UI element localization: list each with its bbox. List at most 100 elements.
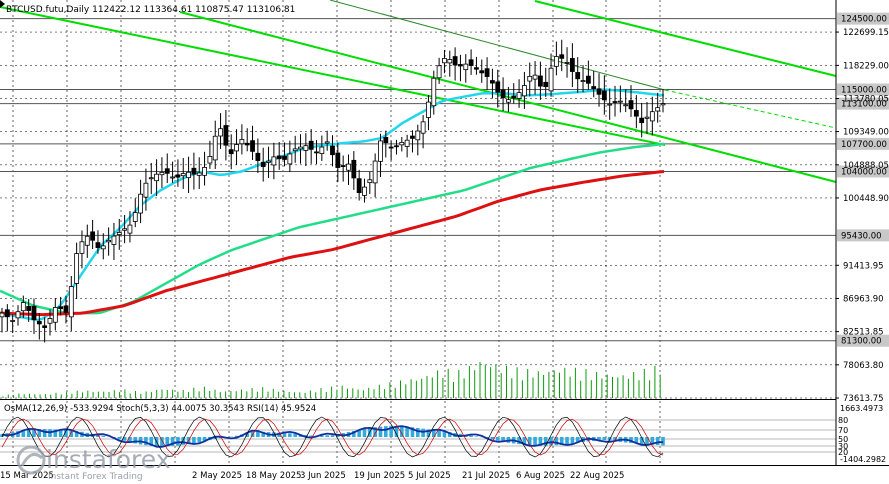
candle-body-73 [388,146,394,149]
candle-body-88 [468,59,474,66]
candle-body-9 [47,318,53,324]
candle-body-65 [346,163,351,171]
level-tag-5: 95430.00 [841,231,882,241]
candle-body-4 [20,302,26,312]
price-label-2: 113780.05 [843,95,889,105]
candle-body-79 [420,121,426,134]
candle-body-48 [255,152,261,161]
sub-label-3: 50 [838,435,848,444]
indicator-title: OsMA(12,26,9) -533.9294 Stoch(5,3,3) 44.… [4,404,316,414]
candle-body-70 [372,160,378,184]
candle-body-6 [31,305,37,321]
candle-body-95 [506,99,511,103]
candle-body-109 [580,80,586,82]
date-label-3: 3 Jun 2025 [300,471,346,481]
date-label-4: 19 Jun 2025 [354,471,405,481]
candle-body-84 [447,59,453,64]
level-tag-bg-2 [837,97,889,110]
candle-body-51 [271,156,277,166]
price-label-7: 86963.90 [843,294,884,304]
level-tag-bg-5 [837,229,889,242]
candle-body-41 [218,128,223,137]
candle-body-55 [292,148,298,152]
candle-body-12 [63,305,69,313]
candle-body-111 [591,86,597,90]
candle-body-110 [585,75,591,84]
level-tag-0: 124500.00 [841,15,887,25]
candle-body-108 [575,72,581,80]
candle-body-112 [596,88,602,95]
ma-slow-line [0,170,665,317]
brand-name: instaforex [46,445,171,474]
sub-label-4: 30 [838,442,848,451]
candle-body-82 [436,65,442,79]
candle-body-59 [314,151,319,154]
candle-body-10 [52,307,58,323]
candle-body-101 [537,75,543,87]
candle-body-98 [522,85,527,97]
candle-body-113 [601,90,607,101]
level-tag-bg-1 [837,83,889,96]
candle-body-107 [569,58,575,72]
candle-body-97 [516,92,522,99]
candle-body-0 [0,312,5,318]
candle-body-76 [404,139,410,147]
candle-body-96 [511,95,517,99]
candle-body-11 [58,306,64,310]
instaforex-logo-icon [16,445,46,475]
candle-body-3 [15,311,21,319]
candle-body-23 [122,228,128,231]
candle-body-77 [410,135,415,139]
level-tag-bg-3 [837,137,889,150]
sub-label-6: -1404.2982 [840,455,886,464]
price-label-8: 82513.85 [843,328,884,338]
candle-body-117 [623,104,629,107]
stoch-main-line [1,416,664,458]
channel-mid-line [329,0,666,91]
candle-body-37 [196,172,202,176]
price-label-5: 100448.90 [843,194,889,204]
channel-upper-line [534,0,837,77]
candle-body-61 [324,141,330,144]
candle-body-24 [127,224,133,234]
candle-body-99 [527,75,533,82]
candle-body-118 [628,100,634,110]
date-label-0: 15 Mar 2025 [0,471,54,481]
candle-body-53 [282,155,287,160]
channel-lower2-line [0,6,666,146]
candle-body-29 [154,173,159,182]
candle-body-102 [543,81,549,87]
candle-body-15 [79,241,85,254]
candle-body-81 [431,77,437,107]
date-label-6: 21 Jul 2025 [462,471,510,481]
candle-body-106 [564,61,570,64]
chart-corner-marker [0,0,5,8]
candle-body-86 [458,64,463,67]
price-label-4: 104888.05 [843,161,889,171]
date-label-8: 22 Aug 2025 [570,471,624,481]
candle-body-74 [394,145,399,148]
date-label-2: 18 May 2025 [246,471,301,481]
candle-body-116 [617,100,623,103]
candle-body-62 [330,145,335,156]
candle-body-92 [490,80,495,84]
level-tag-3: 107700.00 [841,140,887,150]
brand-tagline: Instant Forex Trading [48,472,143,482]
candle-body-80 [426,101,431,118]
price-label-3: 109349.00 [843,128,889,138]
candle-body-83 [442,58,447,64]
candle-body-123 [655,107,661,112]
candle-body-34 [180,173,186,177]
candle-body-75 [399,142,405,146]
candle-body-44 [234,144,239,152]
candle-body-120 [639,117,645,124]
candle-body-19 [100,245,106,250]
candle-body-13 [68,286,74,318]
candle-body-1 [4,309,10,318]
candle-body-43 [228,149,234,155]
candle-body-5 [26,306,32,311]
candle-body-18 [95,242,101,248]
candle-body-124 [660,103,666,106]
